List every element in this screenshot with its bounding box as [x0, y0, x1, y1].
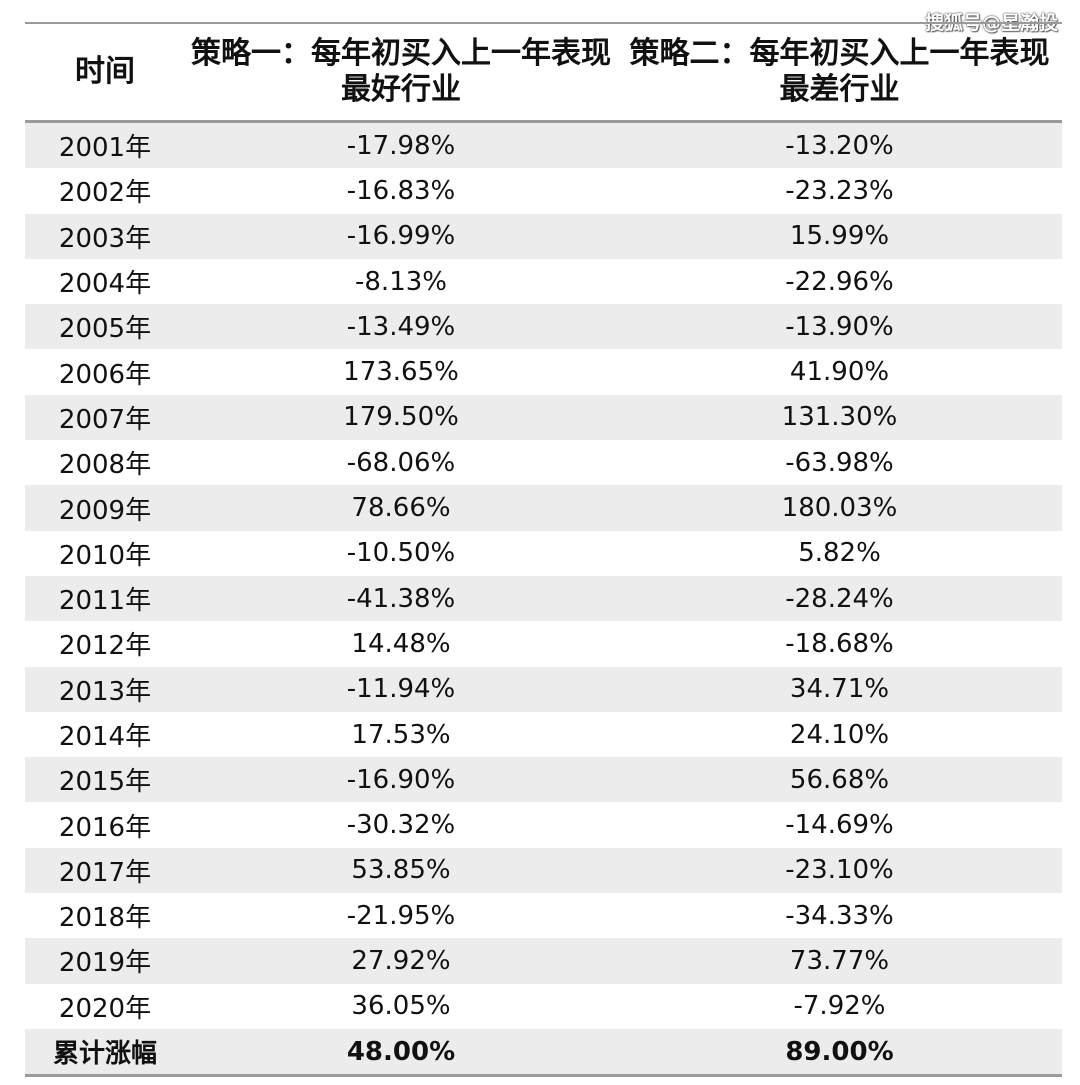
strategy-1-cell: 36.05% — [185, 983, 617, 1029]
year-cell: 2001年 — [25, 121, 185, 169]
strategy-1-cell: -68.06% — [185, 440, 617, 486]
strategy-2-cell: 15.99% — [617, 213, 1062, 259]
strategy-1-cell: 53.85% — [185, 847, 617, 894]
strategy-2-cell: 73.77% — [617, 938, 1062, 984]
strategy-comparison-table-container: 时间 策略一：每年初买入上一年表现最好行业 策略二：每年初买入上一年表现最差行业… — [25, 22, 1062, 1078]
table-row: 2018年 -21.95% -34.33% — [25, 893, 1062, 939]
table-row: 2015年 -16.90% 56.68% — [25, 757, 1062, 803]
table-row: 2011年 -41.38% -28.24% — [25, 575, 1062, 622]
year-cell: 2009年 — [25, 485, 185, 531]
year-cell: 2015年 — [25, 757, 185, 803]
table-row: 2004年 -8.13% -22.96% — [25, 258, 1062, 305]
strategy-2-cell: -23.23% — [617, 168, 1062, 214]
year-cell: 2013年 — [25, 666, 185, 712]
year-cell: 2006年 — [25, 349, 185, 395]
strategy-2-cell: -18.68% — [617, 621, 1062, 667]
table-row: 2008年 -68.06% -63.98% — [25, 440, 1062, 486]
table-row: 2001年 -17.98% -13.20% — [25, 121, 1062, 169]
strategy-2-cell: 56.68% — [617, 757, 1062, 803]
strategy-comparison-table: 时间 策略一：每年初买入上一年表现最好行业 策略二：每年初买入上一年表现最差行业… — [25, 22, 1062, 1078]
table-header: 时间 策略一：每年初买入上一年表现最好行业 策略二：每年初买入上一年表现最差行业 — [25, 22, 1062, 123]
table-row: 2007年 179.50% 131.30% — [25, 394, 1062, 441]
year-cell: 2007年 — [25, 394, 185, 441]
strategy-2-cell: 5.82% — [617, 530, 1062, 576]
table-row: 2002年 -16.83% -23.23% — [25, 168, 1062, 214]
strategy-1-cell: -21.95% — [185, 893, 617, 939]
table-row: 2003年 -16.99% 15.99% — [25, 213, 1062, 259]
strategy-1-cell: -16.90% — [185, 757, 617, 803]
strategy-1-cell: -30.32% — [185, 802, 617, 848]
year-cell: 2002年 — [25, 168, 185, 214]
strategy-1-cell: -16.83% — [185, 168, 617, 214]
year-cell: 2012年 — [25, 621, 185, 667]
strategy-1-cell: 179.50% — [185, 394, 617, 441]
strategy-1-cell: 17.53% — [185, 711, 617, 758]
year-cell: 2016年 — [25, 802, 185, 848]
strategy-1-cell: 173.65% — [185, 349, 617, 395]
strategy-1-cell: -8.13% — [185, 258, 617, 305]
strategy-2-cell: 131.30% — [617, 394, 1062, 441]
strategy-2-cell: 41.90% — [617, 349, 1062, 395]
table-row: 2010年 -10.50% 5.82% — [25, 530, 1062, 576]
year-cell: 2019年 — [25, 938, 185, 984]
table-row: 2017年 53.85% -23.10% — [25, 847, 1062, 894]
year-cell: 2008年 — [25, 440, 185, 486]
header-strategy-2: 策略二：每年初买入上一年表现最差行业 — [617, 22, 1062, 123]
year-cell: 2014年 — [25, 711, 185, 758]
strategy-1-cell: 14.48% — [185, 621, 617, 667]
strategy-2-cell: -34.33% — [617, 893, 1062, 939]
strategy-2-cell: -13.20% — [617, 121, 1062, 169]
total-strategy-2: 89.00% — [617, 1028, 1062, 1078]
year-cell: 2017年 — [25, 847, 185, 894]
strategy-2-cell: -13.90% — [617, 304, 1062, 350]
strategy-2-cell: 34.71% — [617, 666, 1062, 712]
year-cell: 2010年 — [25, 530, 185, 576]
table-row: 2009年 78.66% 180.03% — [25, 485, 1062, 531]
year-cell: 2020年 — [25, 983, 185, 1029]
year-cell: 2005年 — [25, 304, 185, 350]
year-cell: 2003年 — [25, 213, 185, 259]
strategy-1-cell: -10.50% — [185, 530, 617, 576]
strategy-2-cell: -22.96% — [617, 258, 1062, 305]
total-strategy-1: 48.00% — [185, 1028, 617, 1078]
table-row: 2013年 -11.94% 34.71% — [25, 666, 1062, 712]
table-row: 2012年 14.48% -18.68% — [25, 621, 1062, 667]
year-cell: 2018年 — [25, 893, 185, 939]
strategy-1-cell: -41.38% — [185, 575, 617, 622]
strategy-1-cell: -11.94% — [185, 666, 617, 712]
table-row: 2020年 36.05% -7.92% — [25, 983, 1062, 1029]
table-row: 2019年 27.92% 73.77% — [25, 938, 1062, 984]
strategy-1-cell: -16.99% — [185, 213, 617, 259]
header-strategy-1: 策略一：每年初买入上一年表现最好行业 — [185, 22, 617, 123]
strategy-2-cell: 180.03% — [617, 485, 1062, 531]
total-label: 累计涨幅 — [25, 1028, 185, 1078]
total-row: 累计涨幅 48.00% 89.00% — [25, 1028, 1062, 1078]
strategy-1-cell: 27.92% — [185, 938, 617, 984]
header-row: 时间 策略一：每年初买入上一年表现最好行业 策略二：每年初买入上一年表现最差行业 — [25, 22, 1062, 123]
table-row: 2014年 17.53% 24.10% — [25, 711, 1062, 758]
table-body: 2001年 -17.98% -13.20% 2002年 -16.83% -23.23% 20… — [25, 121, 1062, 1078]
header-time: 时间 — [25, 22, 185, 123]
year-cell: 2004年 — [25, 258, 185, 305]
table-row: 2016年 -30.32% -14.69% — [25, 802, 1062, 848]
strategy-1-cell: 78.66% — [185, 485, 617, 531]
table-row: 2005年 -13.49% -13.90% — [25, 304, 1062, 350]
year-cell: 2011年 — [25, 575, 185, 622]
strategy-2-cell: -28.24% — [617, 575, 1062, 622]
table-row: 2006年 173.65% 41.90% — [25, 349, 1062, 395]
strategy-1-cell: -13.49% — [185, 304, 617, 350]
strategy-2-cell: 24.10% — [617, 711, 1062, 758]
strategy-2-cell: -14.69% — [617, 802, 1062, 848]
strategy-2-cell: -7.92% — [617, 983, 1062, 1029]
strategy-2-cell: -63.98% — [617, 440, 1062, 486]
strategy-1-cell: -17.98% — [185, 121, 617, 169]
strategy-2-cell: -23.10% — [617, 847, 1062, 894]
